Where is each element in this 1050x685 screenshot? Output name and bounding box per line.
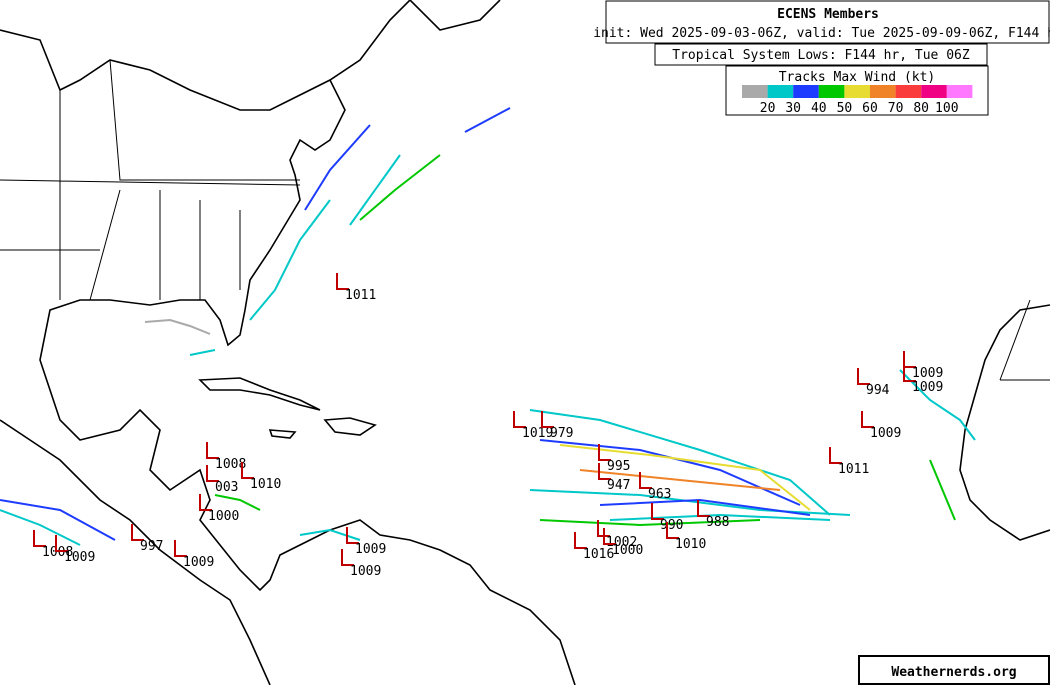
low-marker [199,494,212,511]
low-marker [857,368,870,385]
legend-tick-label: 40 [811,101,827,116]
header-frame [605,0,1050,44]
low-pressure-label: 1011 [838,462,869,477]
low-marker [639,472,652,489]
legend-tick-label: 100 [935,101,958,116]
low-pressure-label: 1008 [42,545,73,560]
legend-title: Tracks Max Wind (kt) [779,70,936,85]
low-marker [541,411,554,428]
legend-swatch [767,85,794,98]
low-marker [341,549,354,566]
low-pressure-label: 1009 [64,550,95,565]
low-marker [574,532,587,549]
low-pressure-label: 1000 [208,509,239,524]
low-pressure-label: 979 [550,426,573,441]
low-marker [513,411,526,428]
legend-tick-label: 60 [862,101,878,116]
low-pressure-label: 997 [140,539,163,554]
low-marker [597,520,610,537]
legend-tick-label: 80 [913,101,929,116]
credit: Weathernerds.org [891,665,1016,680]
low-marker [598,444,611,461]
low-pressure-label: 1009 [912,366,943,381]
legend-swatch [818,85,845,98]
low-marker [861,411,874,428]
header-title: ECENS Members [777,7,879,22]
low-pressure-label: 947 [607,478,630,493]
low-marker [206,442,219,459]
low-pressure-label: 1010 [675,537,706,552]
low-marker [651,503,664,520]
low-marker [174,540,187,557]
low-marker [336,273,349,290]
low-marker [598,463,611,480]
low-marker [241,462,254,479]
header-box: ECENS Members init: Wed 2025-09-03-06Z, … [593,0,1050,116]
legend-swatch [921,85,947,98]
legend-swatch [844,85,870,98]
legend-swatch [895,85,922,98]
low-marker [697,500,710,517]
legend-tick-label: 50 [837,101,853,116]
panel-title: Tropical System Lows: F144 hr, Tue 06Z [672,48,970,63]
low-marker [829,447,842,464]
low-pressure-label: 1009 [183,555,214,570]
low-marker [33,530,46,547]
legend-tick-label: 70 [888,101,904,116]
low-pressure-label: 003 [215,480,238,495]
low-marker [903,365,916,382]
low-pressure-label: 995 [607,459,630,474]
low-pressure-label: 1009 [912,380,943,395]
low-pressure-label: 1009 [870,426,901,441]
low-pressure-label: 963 [648,487,671,502]
header-subtitle: init: Wed 2025-09-03-06Z, valid: Tue 202… [593,26,1050,41]
low-marker [603,528,616,545]
panel-frame [654,43,988,66]
low-pressure-label: 1019 [522,426,553,441]
low-marker [206,465,219,482]
low-pressure-label: 1009 [350,564,381,579]
low-pressure-label: 994 [866,383,890,398]
low-marker [55,535,68,552]
low-pressure-label: 1009 [355,542,386,557]
low-marker [666,522,679,539]
low-pressure-label: 990 [660,518,683,533]
legend-tick-label: 20 [760,101,776,116]
low-pressure-label: 1016 [583,547,614,562]
legend-swatch [793,85,819,98]
low-pressure-label: 1002 [606,535,637,550]
legend-swatch [946,85,973,98]
tracks [0,107,976,546]
low-pressure-label: 1011 [345,288,376,303]
low-pressure-label: 1010 [250,477,281,492]
legend-tick-label: 30 [785,101,801,116]
low-pressure-label: 1008 [215,457,246,472]
low-pressure-label: 1000 [612,543,643,558]
low-pressure-label: 988 [706,515,729,530]
low-marker [131,524,144,541]
legend-swatch [870,85,896,98]
credit-frame [858,655,1050,685]
low-marker [346,527,359,544]
legend-swatch [742,85,768,98]
